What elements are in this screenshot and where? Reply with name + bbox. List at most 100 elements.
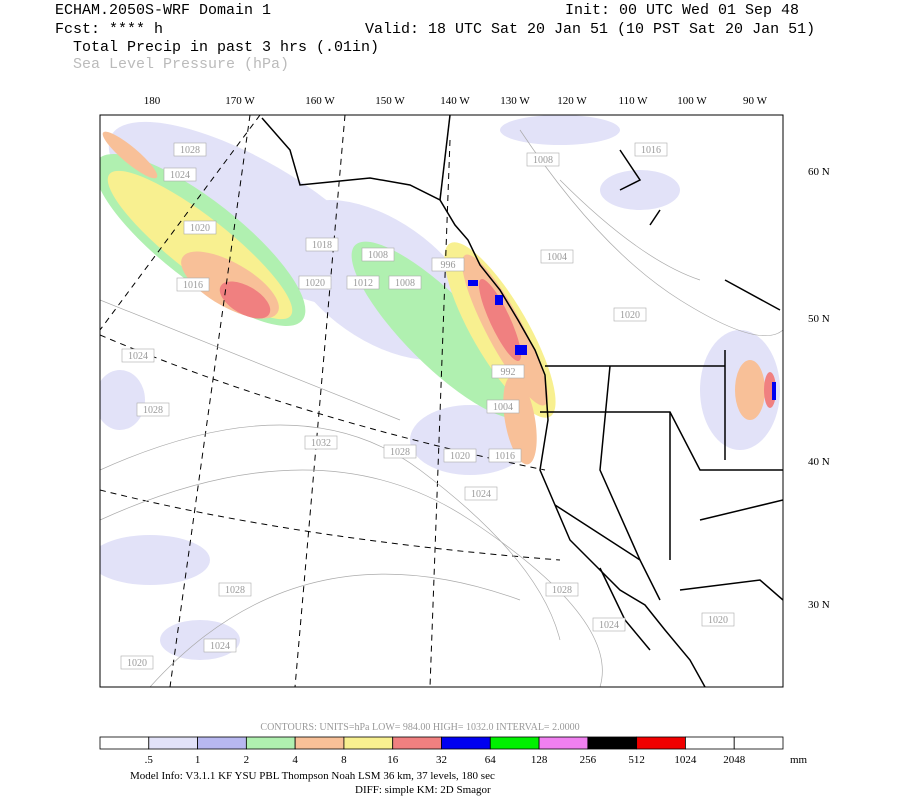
contour-info: CONTOURS: UNITS=hPa LOW= 984.00 HIGH= 10… [260, 722, 579, 733]
lat-label: 60 N [808, 166, 830, 178]
colorbar-swatch [343, 736, 394, 750]
contour-label-box [491, 364, 525, 379]
colorbar-label: 2048 [723, 754, 746, 766]
contour-label: 1016 [641, 145, 661, 156]
contour-label-box [540, 249, 574, 264]
contour-label-box [701, 612, 735, 627]
contour-label: 1008 [395, 278, 415, 289]
colorbar-swatch [685, 736, 735, 750]
lat-label: 30 N [808, 599, 830, 611]
contour-label-box [176, 277, 210, 292]
colorbar-label: 2 [244, 754, 250, 766]
contour-label-box [304, 435, 338, 450]
contour-label: 1020 [450, 451, 470, 462]
contour-label-box [136, 402, 170, 417]
contour-label-box [203, 638, 237, 653]
colorbar-swatch [441, 736, 491, 750]
isobars [100, 129, 783, 687]
colorbar-swatch [197, 736, 247, 750]
contour-label: 1008 [368, 250, 388, 261]
colorbar-label: 64 [485, 754, 497, 766]
contour-label: 1004 [547, 252, 567, 263]
colorbar-swatch [489, 736, 540, 750]
contour-label: 1024 [599, 620, 619, 631]
contour-label-box [488, 448, 522, 463]
lon-label: 110 W [618, 95, 648, 107]
contour-label-box [163, 167, 197, 182]
colorbar-label: 256 [580, 754, 597, 766]
map-area [100, 115, 783, 687]
contour-label: 1024 [170, 170, 190, 181]
contour-label-box [443, 448, 477, 463]
contour-label: 1020 [305, 278, 325, 289]
contour-label-box [305, 237, 339, 252]
contour-label-box [173, 142, 207, 157]
contour-label: 992 [501, 367, 516, 378]
contour-label: 1018 [312, 240, 332, 251]
colorbar-swatch [294, 736, 345, 750]
contour-label: 1024 [210, 641, 230, 652]
contour-label-box [526, 152, 560, 167]
contour-label-box [634, 142, 668, 157]
contour-label: 1016 [495, 451, 515, 462]
lon-label: 160 W [305, 95, 335, 107]
colorbar-swatch [538, 736, 589, 750]
colorbar-unit: mm [790, 754, 808, 766]
contour-label: 1020 [190, 223, 210, 234]
colorbar-label: .5 [145, 754, 154, 766]
colorbar-label: 1024 [674, 754, 697, 766]
diff-info: DIFF: simple KM: 2D Smagor [355, 784, 491, 796]
contour-label: 1012 [353, 278, 373, 289]
contour-label: 1020 [708, 615, 728, 626]
contour-label-box [592, 617, 626, 632]
colorbar-swatch [733, 736, 784, 750]
lon-label: 90 W [743, 95, 768, 107]
colorbar-label: 8 [341, 754, 347, 766]
init-time: Init: 00 UTC Wed 01 Sep 48 [565, 2, 799, 19]
map-frame [99, 114, 784, 688]
contour-label-box [298, 275, 332, 290]
forecast-hour: Fcst: **** h [55, 21, 163, 38]
contour-label-box [388, 275, 422, 290]
colorbar-label: 4 [292, 754, 298, 766]
model-info: Model Info: V3.1.1 KF YSU PBL Thompson N… [130, 770, 495, 782]
contour-label: 1016 [183, 280, 203, 291]
contour-label: 996 [441, 260, 456, 271]
colorbar-label: 512 [628, 754, 645, 766]
colorbar-swatch [636, 736, 686, 750]
field-slp: Sea Level Pressure (hPa) [73, 56, 289, 73]
field-precip: Total Precip in past 3 hrs (.01in) [73, 39, 379, 56]
contour-label: 1020 [620, 310, 640, 321]
lon-label: 180 [144, 95, 161, 107]
lon-label: 120 W [557, 95, 587, 107]
contour-label: 1004 [493, 402, 513, 413]
precip-band [100, 131, 776, 465]
coastline [261, 115, 783, 687]
contour-label-box [464, 486, 498, 501]
contour-label-box [613, 307, 647, 322]
title: ECHAM.2050S-WRF Domain 1 [55, 2, 271, 19]
contour-label-box [121, 348, 155, 363]
contour-label: 1020 [127, 658, 147, 669]
contour-label-box [383, 444, 417, 459]
valid-time: Valid: 18 UTC Sat 20 Jan 51 (10 PST Sat … [365, 21, 815, 38]
contour-label: 1028 [143, 405, 163, 416]
contour-label-box [120, 655, 154, 670]
colorbar-label: 1 [195, 754, 201, 766]
contour-label-box [545, 582, 579, 597]
contour-label-box [183, 220, 217, 235]
lat-label: 40 N [808, 456, 830, 468]
contour-label: 1032 [311, 438, 331, 449]
lon-label: 150 W [375, 95, 405, 107]
lon-label: 130 W [500, 95, 530, 107]
contour-label: 1024 [471, 489, 491, 500]
colorbar-swatch [392, 736, 442, 750]
contour-label-box [361, 247, 395, 262]
contour-label: 1028 [390, 447, 410, 458]
colorbar-swatch [245, 736, 296, 750]
contour-label: 1008 [533, 155, 553, 166]
colorbar-label: 16 [387, 754, 399, 766]
contour-label: 1028 [225, 585, 245, 596]
